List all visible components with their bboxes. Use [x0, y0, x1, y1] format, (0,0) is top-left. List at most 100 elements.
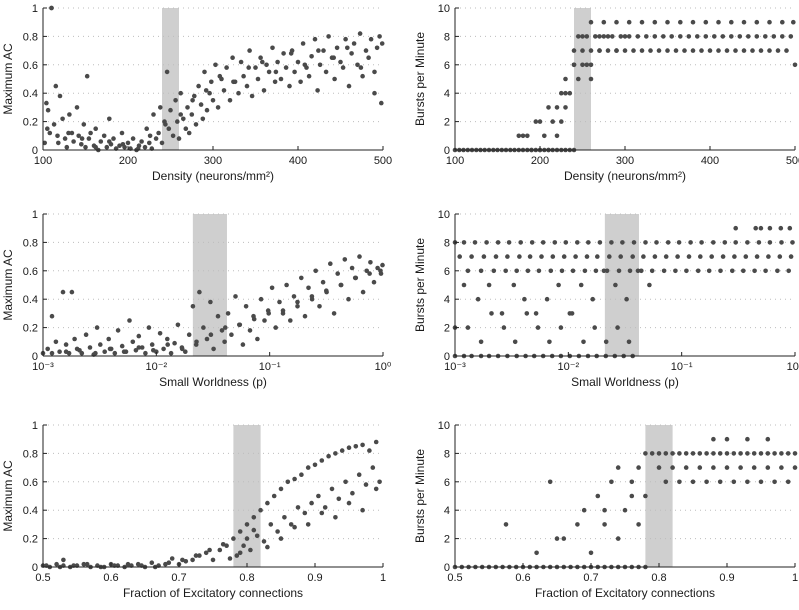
- data-point: [149, 342, 155, 347]
- data-point: [57, 349, 62, 354]
- data-point: [136, 333, 142, 339]
- y-tick-label: 0.4: [23, 88, 38, 100]
- x-tick-label: 200: [531, 155, 549, 167]
- data-point: [329, 486, 335, 492]
- data-point: [724, 48, 730, 53]
- data-point: [331, 311, 337, 316]
- data-point: [255, 76, 261, 82]
- data-point: [717, 451, 723, 456]
- data-point: [605, 34, 611, 39]
- data-point: [652, 254, 658, 259]
- data-point: [168, 107, 173, 113]
- x-tick-label: 100: [446, 155, 464, 167]
- data-point: [622, 34, 628, 39]
- data-point: [678, 34, 683, 39]
- data-point: [663, 254, 669, 259]
- data-point: [47, 130, 53, 136]
- data-point: [751, 451, 757, 456]
- x-tick-label: 500: [374, 155, 392, 167]
- data-point: [181, 116, 186, 122]
- data-point: [635, 268, 641, 274]
- data-point: [631, 48, 636, 53]
- data-point: [493, 254, 499, 259]
- data-point: [683, 465, 689, 470]
- data-point: [202, 69, 207, 75]
- data-point: [111, 136, 116, 141]
- data-point: [379, 100, 384, 106]
- data-point: [207, 90, 212, 96]
- data-point: [278, 486, 284, 492]
- data-point: [273, 69, 279, 75]
- data-point: [166, 560, 172, 565]
- data-point: [201, 325, 206, 330]
- data-point: [654, 240, 659, 245]
- data-point: [203, 88, 209, 93]
- data-point: [302, 313, 308, 319]
- data-point: [196, 83, 201, 89]
- data-point: [281, 51, 286, 56]
- data-point: [328, 261, 333, 266]
- data-point: [204, 107, 210, 113]
- data-point: [550, 254, 556, 259]
- data-point: [604, 268, 610, 274]
- data-point: [514, 268, 519, 274]
- data-point: [107, 139, 112, 144]
- data-point: [495, 240, 501, 245]
- data-point: [750, 48, 755, 53]
- data-point: [300, 41, 306, 46]
- data-point: [690, 479, 696, 485]
- data-point: [743, 254, 749, 259]
- data-point: [602, 507, 607, 513]
- y-tick-label: 0: [444, 562, 450, 574]
- data-point: [319, 458, 325, 463]
- x-axis-label: Fraction of Excitatory connections: [535, 586, 715, 600]
- data-point: [79, 136, 85, 141]
- data-point: [189, 112, 195, 117]
- data-point: [241, 543, 246, 548]
- data-point: [547, 479, 553, 485]
- data-point: [784, 48, 789, 53]
- data-point: [575, 240, 580, 245]
- data-point: [615, 536, 621, 541]
- data-point: [133, 348, 139, 353]
- data-point: [306, 285, 311, 291]
- data-point: [106, 336, 111, 342]
- data-point: [767, 225, 773, 231]
- y-axis-label: Bursts per Minute: [413, 238, 427, 332]
- data-point: [292, 524, 297, 530]
- x-axis-label: Small Worldness (p): [159, 375, 267, 389]
- data-point: [81, 122, 87, 127]
- x-tick-label: 0.5: [447, 572, 462, 584]
- data-point: [186, 332, 192, 337]
- data-point: [139, 345, 145, 350]
- data-point: [87, 345, 93, 350]
- data-point: [356, 472, 362, 477]
- data-point: [586, 240, 591, 245]
- data-point: [614, 48, 619, 53]
- y-tick-label: 2: [444, 323, 450, 335]
- data-point: [643, 451, 648, 456]
- transition-band: [604, 214, 639, 356]
- data-point: [209, 79, 214, 85]
- data-point: [278, 76, 284, 82]
- data-point: [461, 240, 467, 245]
- data-point: [374, 45, 380, 51]
- data-point: [537, 119, 543, 124]
- data-point: [288, 522, 294, 527]
- y-tick-label: 0.8: [23, 448, 38, 460]
- data-point: [491, 268, 497, 274]
- y-tick-label: 0.8: [23, 237, 38, 249]
- data-point: [333, 451, 338, 456]
- data-point: [295, 299, 300, 305]
- data-point: [343, 479, 348, 485]
- data-point: [251, 527, 257, 533]
- data-point: [351, 41, 357, 46]
- data-point: [147, 140, 152, 146]
- data-point: [69, 289, 75, 295]
- data-point: [581, 339, 586, 345]
- data-point: [636, 522, 641, 527]
- data-point: [704, 451, 709, 456]
- data-point: [729, 34, 734, 39]
